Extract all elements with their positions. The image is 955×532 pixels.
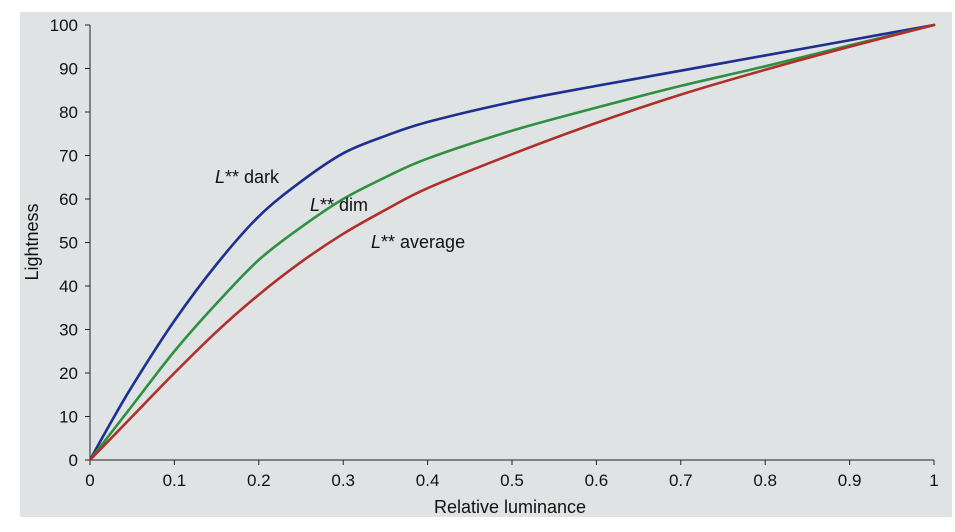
y-tick-label: 80: [59, 103, 78, 122]
curve-label-average-suffix: ** average: [381, 232, 465, 252]
x-tick-label: 0.6: [585, 471, 609, 490]
y-tick-label: 30: [59, 321, 78, 340]
axes-layer: 0 10 20 30 40 50 60 70 80 90 100 0 0.1 0.2 0.3 0.4 0.5 0.…: [50, 16, 939, 490]
chart-background: [20, 12, 952, 517]
x-tick-label: 0.5: [500, 471, 524, 490]
y-tick-label: 90: [59, 60, 78, 79]
curve-dark: [88, 23, 936, 462]
y-tick-label: 50: [59, 234, 78, 253]
x-tick-label: 0.3: [331, 471, 355, 490]
y-tick-label: 40: [59, 277, 78, 296]
y-tick-label: 100: [50, 16, 78, 35]
x-tick-label: 0.9: [838, 471, 862, 490]
curve-dim: [88, 23, 936, 462]
curve-label-dark-suffix: ** dark: [225, 167, 280, 187]
curve-label-average-prefix: L: [371, 232, 381, 252]
curve-label-dim-prefix: L: [310, 195, 320, 215]
curve-label-dim-suffix: ** dim: [320, 195, 368, 215]
curve-label-dim: L** dim: [310, 195, 368, 215]
y-tick-label: 20: [59, 364, 78, 383]
labels-layer: Relative luminance Lightness L** dark L*…: [22, 167, 586, 517]
y-tick-label: 70: [59, 147, 78, 166]
x-tick-label: 0.8: [753, 471, 777, 490]
curve-label-average: L** average: [371, 232, 465, 252]
x-tick-label: 0.7: [669, 471, 693, 490]
x-tick-label: 0.1: [163, 471, 187, 490]
y-tick-label: 60: [59, 190, 78, 209]
x-tick-label: 0: [85, 471, 94, 490]
y-axis-title: Lightness: [22, 203, 42, 280]
curve-label-dark-prefix: L: [215, 167, 225, 187]
curves-layer: [88, 23, 936, 462]
y-tick-label: 10: [59, 408, 78, 427]
curve-label-dark: L** dark: [215, 167, 280, 187]
curve-average: [88, 23, 936, 462]
x-tick-label: 1: [929, 471, 938, 490]
x-axis-title: Relative luminance: [434, 497, 586, 517]
y-tick-label: 0: [69, 451, 78, 470]
x-tick-label: 0.2: [247, 471, 271, 490]
x-tick-label: 0.4: [416, 471, 440, 490]
